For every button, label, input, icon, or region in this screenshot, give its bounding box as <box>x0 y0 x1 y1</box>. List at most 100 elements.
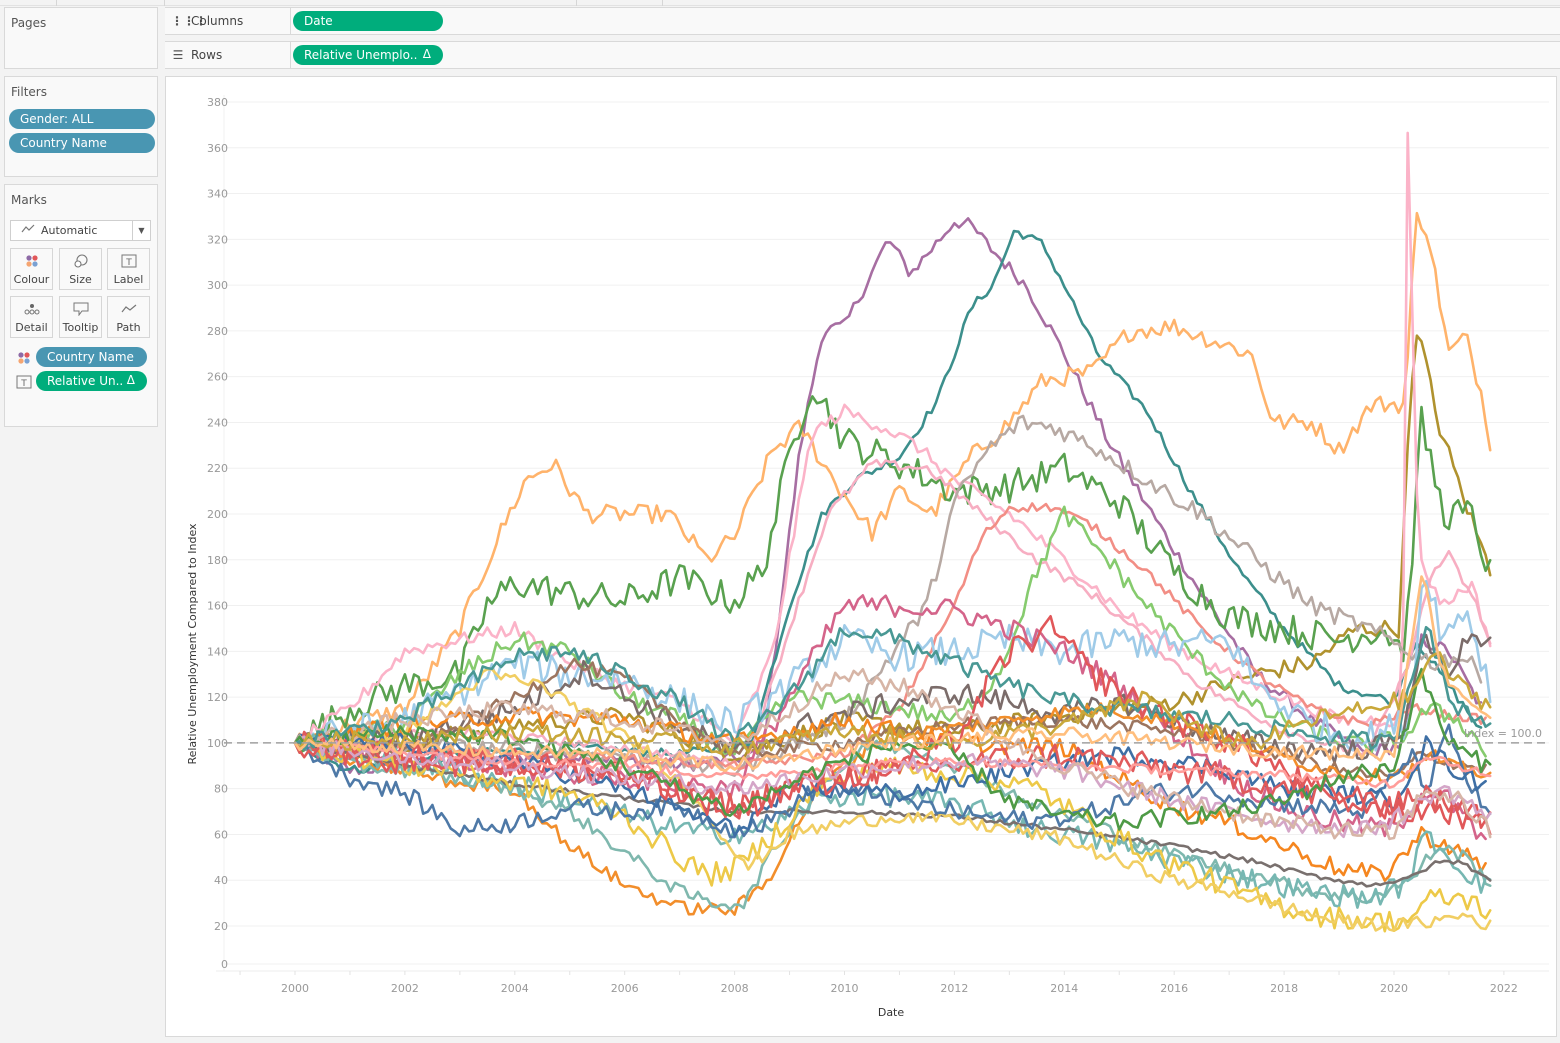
svg-text:T: T <box>20 379 27 389</box>
filters-title: Filters <box>11 85 47 99</box>
delta-icon: Δ <box>126 373 135 387</box>
filter-pill-country-name[interactable]: Country Name <box>9 133 155 153</box>
size-button-label: Size <box>69 273 92 286</box>
colour-button[interactable]: Colour <box>10 248 53 290</box>
columns-label: ⋮⋮⋮ Columns <box>165 8 291 34</box>
line-chart[interactable]: 0 20 40 60 80 100 120 140 160 180 200 220 240 260 280 3… <box>166 77 1558 1038</box>
series-line[interactable] <box>293 131 1492 747</box>
colour-field-icon <box>17 350 31 369</box>
rows-label-text: Rows <box>191 48 223 62</box>
rows-pill-relative-unemployment[interactable]: Relative Unemplo.. Δ <box>293 45 443 65</box>
y-tick-label: 120 <box>207 691 228 704</box>
series-line[interactable] <box>293 651 1492 757</box>
x-tick-label: 2016 <box>1160 982 1188 995</box>
series-line[interactable] <box>293 395 1492 754</box>
x-tick-label: 2002 <box>391 982 419 995</box>
y-tick-label: 360 <box>207 142 228 155</box>
colour-icon <box>11 253 52 269</box>
x-tick-label: 2008 <box>721 982 749 995</box>
detail-button-label: Detail <box>15 321 48 334</box>
delta-icon: Δ <box>422 47 431 61</box>
y-tick-label: 60 <box>214 828 228 841</box>
y-tick-label: 180 <box>207 554 228 567</box>
filter-pill-label: Gender: ALL <box>20 112 94 126</box>
y-tick-label: 40 <box>214 874 228 887</box>
rows-shelf[interactable]: ☰ Rows Relative Unemplo.. Δ <box>165 41 1560 69</box>
chart-pane[interactable]: 0 20 40 60 80 100 120 140 160 180 200 220 240 260 280 3… <box>165 76 1557 1037</box>
x-tick-label: 2022 <box>1490 982 1518 995</box>
size-icon <box>60 253 101 269</box>
columns-pill-label: Date <box>304 14 333 28</box>
series-line[interactable] <box>293 667 1492 841</box>
marks-title: Marks <box>11 193 47 207</box>
label-icon: T <box>108 253 149 269</box>
series-line[interactable] <box>293 229 1483 774</box>
path-button-label: Path <box>116 321 141 334</box>
marks-field-label: Relative Un.. <box>47 374 124 388</box>
chevron-down-icon[interactable]: ▼ <box>132 221 150 240</box>
detail-button[interactable]: Detail <box>10 296 53 338</box>
columns-shelf[interactable]: ⋮⋮⋮ Columns Date <box>165 7 1560 35</box>
label-button[interactable]: T Label <box>107 248 150 290</box>
columns-icon: ⋮⋮⋮ <box>171 14 207 28</box>
reference-line-label: Index = 100.0 <box>1464 727 1542 740</box>
y-tick-label: 260 <box>207 371 228 384</box>
x-tick-label: 2020 <box>1380 982 1408 995</box>
tab-divider <box>576 0 577 6</box>
series-line[interactable] <box>293 334 1492 762</box>
series-line[interactable] <box>293 502 1487 771</box>
rows-icon: ☰ <box>172 48 184 62</box>
colour-button-label: Colour <box>13 273 50 286</box>
filters-card: Filters Gender: ALL Country Name <box>4 76 158 177</box>
x-tick-label: 2006 <box>611 982 639 995</box>
series-line[interactable] <box>293 657 1487 779</box>
y-tick-label: 280 <box>207 325 228 338</box>
x-tick-label: 2000 <box>281 982 309 995</box>
tooltip-icon <box>60 301 101 317</box>
y-tick-label: 20 <box>214 920 228 933</box>
series-line[interactable] <box>293 625 1492 751</box>
path-button[interactable]: Path <box>107 296 150 338</box>
series-line[interactable] <box>293 211 1492 745</box>
y-tick-label: 240 <box>207 416 228 429</box>
marks-field-relative-unemployment[interactable]: Relative Un.. Δ <box>36 371 147 391</box>
x-tick-label: 2012 <box>940 982 968 995</box>
series-line[interactable] <box>293 414 1483 777</box>
pages-card[interactable]: Pages <box>4 7 158 69</box>
label-field-icon: T <box>16 374 32 393</box>
marks-field-label: Country Name <box>47 350 134 364</box>
y-tick-label: 300 <box>207 279 228 292</box>
tooltip-button[interactable]: Tooltip <box>59 296 102 338</box>
x-tick-label: 2010 <box>831 982 859 995</box>
series-line[interactable] <box>293 730 1492 822</box>
x-axis: 2000 2002 2004 2006 2008 2010 2012 2014 2016 2018… <box>216 970 1549 995</box>
top-tab-strip <box>0 0 1560 6</box>
series-line[interactable] <box>293 667 1492 933</box>
marks-field-country-name[interactable]: Country Name <box>36 347 147 367</box>
tab-divider <box>662 0 663 6</box>
reference-line[interactable]: Index = 100.0 <box>224 727 1549 744</box>
columns-pill-date[interactable]: Date <box>293 11 443 31</box>
y-tick-label: 140 <box>207 645 228 658</box>
y-tick-label: 100 <box>207 737 228 750</box>
x-tick-label: 2014 <box>1050 982 1078 995</box>
y-tick-label: 380 <box>207 96 228 109</box>
series-lines[interactable] <box>293 131 1492 933</box>
mark-type-label: Automatic <box>41 224 98 237</box>
line-mark-icon <box>21 224 35 237</box>
size-button[interactable]: Size <box>59 248 102 290</box>
svg-text:T: T <box>125 258 132 268</box>
label-button-label: Label <box>113 273 144 286</box>
gridlines <box>223 95 1549 971</box>
x-tick-label: 2018 <box>1270 982 1298 995</box>
tab-divider <box>56 0 57 6</box>
series-line[interactable] <box>293 741 1492 789</box>
filter-pill-gender[interactable]: Gender: ALL <box>9 109 155 129</box>
y-tick-label: 220 <box>207 462 228 475</box>
path-icon <box>108 301 149 317</box>
series-line[interactable] <box>293 706 1487 882</box>
series-line[interactable] <box>293 723 1492 839</box>
mark-type-dropdown[interactable]: Automatic ▼ <box>10 220 151 241</box>
x-axis-title: Date <box>878 1006 905 1019</box>
series-line[interactable] <box>293 575 1492 773</box>
